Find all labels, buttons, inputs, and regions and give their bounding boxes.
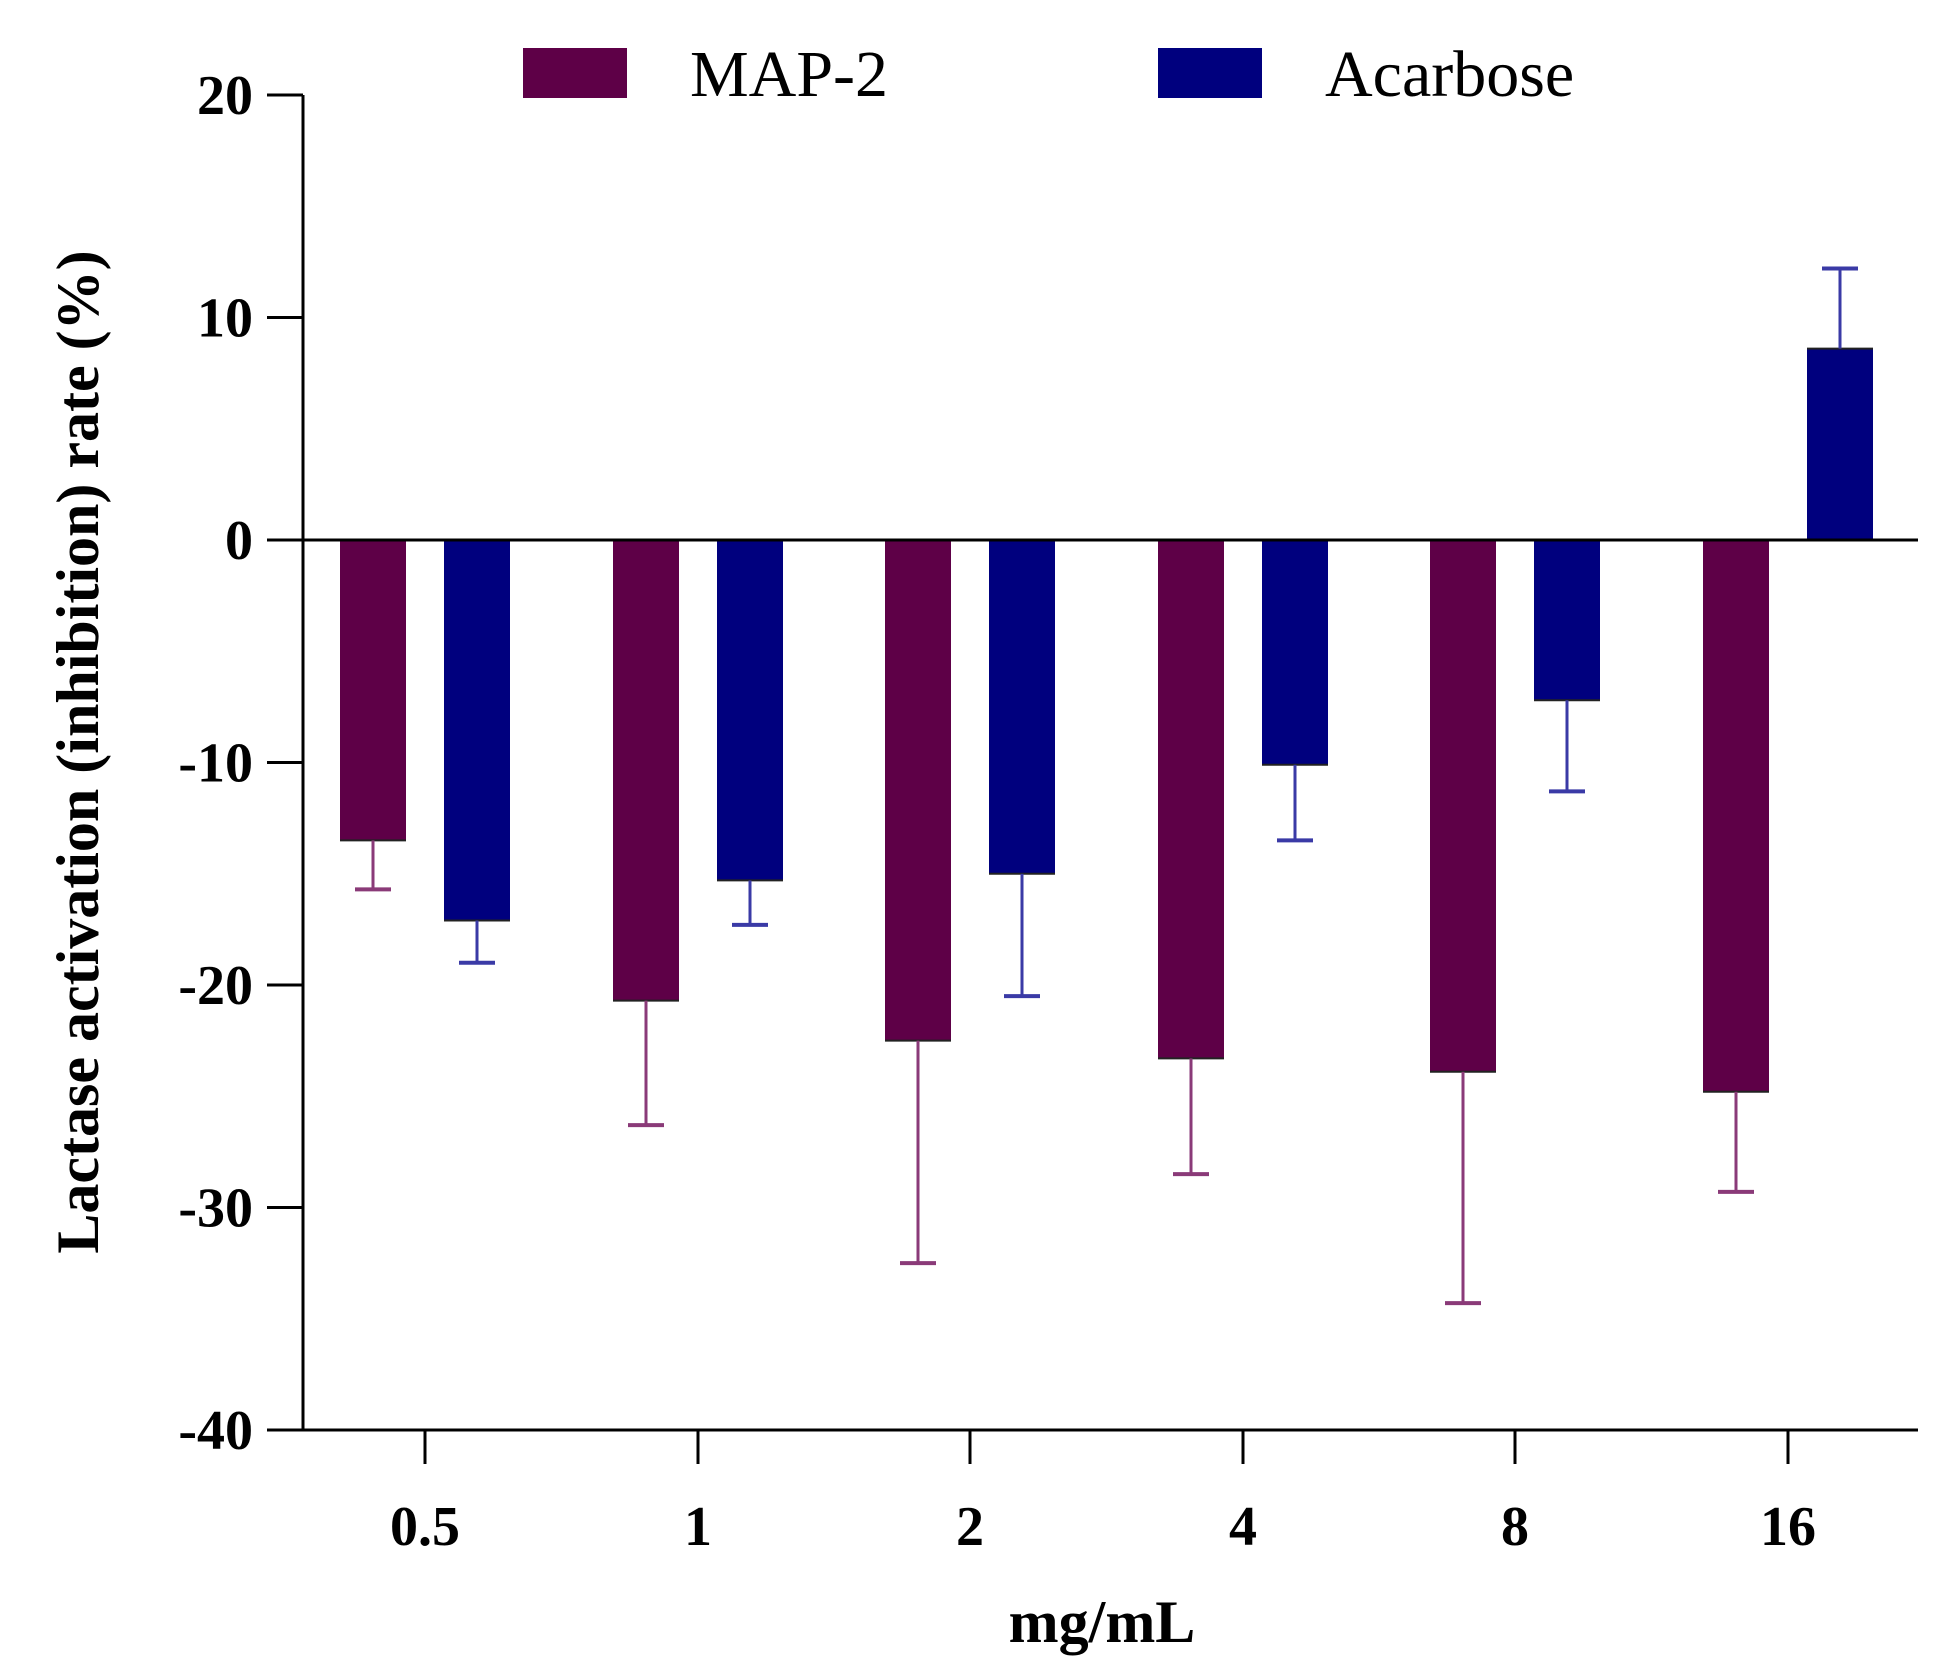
bar-map-2-1 [613, 540, 679, 1001]
x-tick-label: 4 [1229, 1496, 1257, 1558]
y-tick-labels: 20 10 0 -10 -20 -30 -40 [178, 65, 253, 1462]
y-tick-label: 10 [197, 288, 253, 350]
y-tick-label: 20 [197, 65, 253, 127]
axes-group [267, 93, 1918, 1464]
legend-swatch-map-2 [523, 48, 627, 98]
bar-acarbose-16 [1807, 348, 1873, 540]
error-bars-group [355, 266, 1858, 1306]
x-tick-labels: 0.5 1 2 4 8 16 [390, 1496, 1816, 1558]
bar-map-2-0-5 [340, 540, 406, 841]
bars-group [340, 347, 1873, 1093]
legend-swatch-acarbose [1158, 48, 1262, 98]
y-axis-title: Lactase activation (inhibition) rate (%) [45, 250, 111, 1253]
y-tick-label: -40 [178, 1400, 253, 1462]
x-axis-title: mg/mL [1009, 1589, 1196, 1655]
y-tick-label: -30 [178, 1178, 253, 1240]
x-tick-label: 8 [1501, 1496, 1529, 1558]
x-tick-label: 16 [1760, 1496, 1816, 1558]
bar-map-2-8 [1430, 540, 1496, 1072]
x-tick-label: 1 [684, 1496, 712, 1558]
legend: MAP-2 Acarbose [523, 38, 1574, 111]
bar-acarbose-8 [1534, 540, 1600, 701]
legend-label-map-2: MAP-2 [690, 38, 888, 111]
bar-map-2-16 [1703, 540, 1769, 1092]
y-tick-label: 0 [225, 510, 253, 572]
bar-acarbose-1 [717, 540, 783, 881]
y-tick-label: -20 [178, 955, 253, 1017]
bar-acarbose-2 [989, 540, 1055, 874]
bar-map-2-4 [1158, 540, 1224, 1059]
bar-acarbose-0-5 [444, 540, 510, 921]
x-tick-label: 0.5 [390, 1496, 460, 1558]
y-tick-label: -10 [178, 733, 253, 795]
x-tick-label: 2 [956, 1496, 984, 1558]
bar-acarbose-4 [1262, 540, 1328, 765]
legend-label-acarbose: Acarbose [1325, 38, 1574, 111]
bar-map-2-2 [885, 540, 951, 1041]
